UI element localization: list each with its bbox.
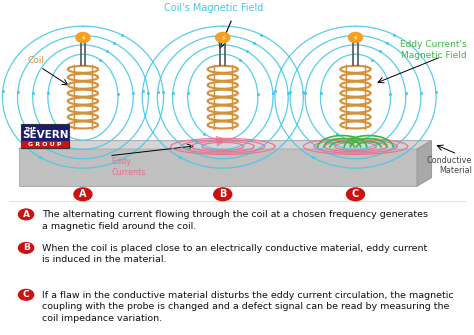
Text: G R O U P: G R O U P: [28, 142, 62, 147]
Text: Eddy
Currents: Eddy Currents: [111, 157, 146, 177]
Polygon shape: [417, 141, 431, 186]
Text: Eddy Current's
Magnetic Field: Eddy Current's Magnetic Field: [400, 40, 467, 60]
Text: Coil: Coil: [27, 56, 44, 65]
Text: SEVERN: SEVERN: [22, 130, 68, 140]
Text: THE: THE: [25, 127, 37, 132]
FancyBboxPatch shape: [21, 141, 69, 148]
Circle shape: [346, 188, 365, 201]
Text: When the coil is placed close to an electrically conductive material, eddy curre: When the coil is placed close to an elec…: [42, 244, 427, 264]
Text: C: C: [23, 290, 29, 299]
Circle shape: [18, 243, 34, 253]
Text: A: A: [23, 210, 29, 219]
Text: A: A: [79, 189, 87, 199]
Text: Conductive
Material: Conductive Material: [426, 156, 472, 175]
Text: ⚡: ⚡: [353, 33, 358, 42]
Polygon shape: [19, 141, 431, 149]
Circle shape: [74, 188, 92, 201]
Polygon shape: [19, 149, 417, 186]
Text: B: B: [219, 189, 227, 199]
Text: B: B: [23, 244, 29, 252]
Circle shape: [348, 32, 363, 43]
Circle shape: [216, 32, 230, 43]
Text: The alternating current flowing through the coil at a chosen frequency generates: The alternating current flowing through …: [42, 210, 428, 231]
FancyBboxPatch shape: [21, 124, 69, 148]
Circle shape: [18, 289, 34, 300]
Text: ⚡: ⚡: [80, 33, 86, 42]
Text: If a flaw in the conductive material disturbs the eddy current circulation, the : If a flaw in the conductive material dis…: [42, 291, 453, 323]
Text: ⚡: ⚡: [220, 33, 226, 42]
Circle shape: [214, 188, 232, 201]
Circle shape: [76, 32, 90, 43]
Text: C: C: [352, 189, 359, 199]
Circle shape: [18, 209, 34, 220]
Text: Coil's Magnetic Field: Coil's Magnetic Field: [164, 3, 263, 13]
